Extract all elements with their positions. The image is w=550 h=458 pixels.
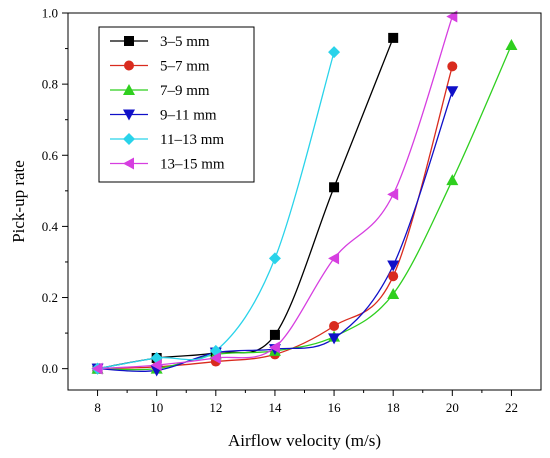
x-tick-label: 10 <box>150 400 163 415</box>
y-axis-title: Pick-up rate <box>9 160 28 243</box>
data-point <box>328 333 341 345</box>
data-point <box>328 252 340 265</box>
y-tick-labels: 0.0 0.2 0.4 0.6 0.8 1.0 <box>42 6 59 377</box>
legend-marker <box>123 109 135 121</box>
x-tick-label: 20 <box>446 400 459 415</box>
data-point <box>91 362 103 375</box>
data-point <box>446 10 458 23</box>
data-point <box>446 86 459 98</box>
x-tick-label: 18 <box>387 400 400 415</box>
x-axis-title: Airflow velocity (m/s) <box>228 431 381 450</box>
y-tick-label: 0.0 <box>42 361 58 376</box>
data-point <box>209 351 221 364</box>
series-line-5 <box>97 16 453 370</box>
legend-label: 7–9 mm <box>160 83 210 99</box>
y-tick-label: 0.2 <box>42 290 58 305</box>
x-tick-labels: 8 10 12 14 16 18 20 22 <box>94 400 518 415</box>
x-tick-label: 14 <box>268 400 282 415</box>
data-point <box>328 46 341 59</box>
data-point <box>387 260 400 272</box>
legend-marker <box>123 84 135 95</box>
data-point <box>268 341 280 354</box>
legend-label: 5–7 mm <box>160 59 210 75</box>
x-tick-label: 12 <box>209 400 222 415</box>
y-tick-label: 1.0 <box>42 6 58 21</box>
data-point <box>150 359 162 372</box>
legend-label: 3–5 mm <box>160 34 210 50</box>
x-tick-label: 22 <box>505 400 518 415</box>
data-point <box>388 271 399 282</box>
legend-marker <box>124 36 134 46</box>
legend-marker <box>123 133 135 145</box>
x-tick-label: 8 <box>94 400 101 415</box>
data-point <box>268 252 281 265</box>
data-point <box>446 174 459 186</box>
data-point <box>388 32 399 43</box>
data-point <box>329 320 340 331</box>
data-point <box>269 329 280 340</box>
legend-marker <box>124 60 134 71</box>
data-point <box>387 188 399 201</box>
plot-frame <box>67 12 542 391</box>
legend-box <box>98 26 255 183</box>
y-tick-label: 0.4 <box>42 219 59 234</box>
data-point <box>329 182 340 193</box>
x-tick-label: 16 <box>328 400 342 415</box>
legend-label: 9–11 mm <box>160 108 217 124</box>
legend-label: 11–13 mm <box>160 132 224 148</box>
data-point <box>387 287 400 299</box>
data-point <box>505 39 518 51</box>
series-markers <box>91 10 518 377</box>
y-tick-label: 0.6 <box>42 148 59 163</box>
y-tick-label: 0.8 <box>42 77 58 92</box>
legend: 3–5 mm 5–7 mm 7–9 mm 9–11 mm 11–13 mm 13–15 m… <box>98 26 255 183</box>
legend-label: 13–15 mm <box>160 157 225 173</box>
data-point <box>447 61 458 72</box>
legend-marker <box>123 157 134 170</box>
